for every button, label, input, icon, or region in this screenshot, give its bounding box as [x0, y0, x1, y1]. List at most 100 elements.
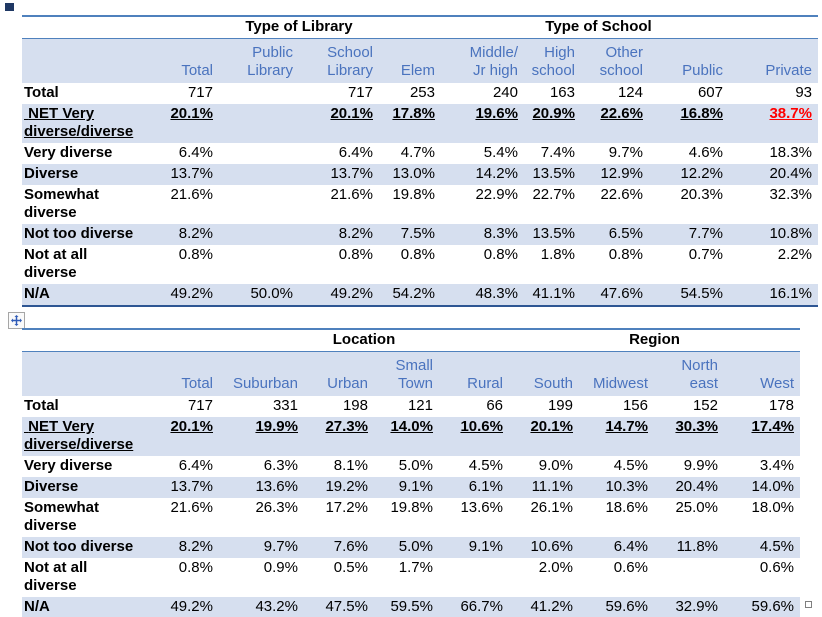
table-row: Not at all diverse 0.8% 0.8% 0.8% 0.8% 1.8% 0.…: [22, 245, 818, 284]
table-row: Not too diverse 8.2% 8.2% 7.5% 8.3% 13.5% 6.5%…: [22, 224, 818, 245]
value-cell: 9.9%: [683, 457, 718, 474]
value-cell: 124: [617, 84, 643, 101]
group-header-row: Type of Library Type of School: [22, 15, 818, 39]
group-header: Region: [509, 328, 801, 352]
value-cell: 47.5%: [304, 597, 374, 617]
value-cell: 25.0%: [675, 499, 718, 516]
value-cell: 0.8%: [178, 559, 213, 576]
column-header: Midwest: [579, 351, 654, 396]
value-cell: 12.9%: [600, 165, 643, 182]
column-header-row: Total Suburban Urban Small Town Rural South Mi…: [22, 351, 801, 396]
value-cell: 253: [409, 84, 435, 101]
value-cell: 14.7%: [605, 418, 648, 435]
value-cell: [219, 143, 299, 164]
group-header: [22, 328, 219, 352]
value-cell: 19.2%: [325, 478, 368, 495]
value-cell: 21.6%: [170, 186, 213, 203]
row-label: N/A: [22, 284, 150, 307]
value-cell: 0.9%: [263, 559, 298, 576]
value-cell: 93: [795, 84, 812, 101]
value-cell: 50.0%: [219, 284, 299, 307]
table-move-handle-icon[interactable]: [8, 312, 25, 329]
value-cell: 0.8%: [608, 246, 643, 263]
value-cell: 7.5%: [400, 225, 435, 242]
table-row: N/A 49.2% 43.2% 47.5% 59.5% 66.7% 41.2% 59.6% 32…: [22, 597, 801, 617]
column-header: South: [509, 351, 579, 396]
value-cell: 14.0%: [751, 478, 795, 495]
value-cell: 49.2%: [150, 284, 219, 307]
group-header: Location: [219, 328, 509, 352]
value-cell: 22.9%: [475, 186, 518, 203]
table-row: N/A 49.2% 50.0% 49.2% 54.2% 48.3% 41.1% 47.6% 54…: [22, 284, 818, 307]
corner-cell: [22, 351, 150, 396]
value-cell: 10.3%: [605, 478, 648, 495]
value-cell: 6.4%: [613, 538, 648, 555]
value-cell: 59.6%: [724, 597, 801, 617]
value-cell: [654, 558, 724, 597]
value-cell: 163: [549, 84, 575, 101]
value-cell: 9.0%: [538, 457, 573, 474]
row-label: Not at all diverse: [24, 559, 88, 594]
column-header: Elem: [379, 38, 441, 83]
row-label: Total: [24, 397, 59, 414]
value-cell: 13.7%: [330, 165, 373, 182]
value-cell: 6.3%: [263, 457, 298, 474]
value-cell: 198: [342, 397, 368, 414]
diversity-by-location-and-region-table: Location Region Total Suburban Urban Small To…: [22, 328, 801, 617]
value-cell: 17.2%: [325, 499, 368, 516]
value-cell: 0.8%: [483, 246, 518, 263]
value-cell: 18.0%: [751, 499, 795, 516]
value-cell: 21.6%: [330, 186, 373, 203]
column-header: High school: [524, 38, 581, 83]
value-cell: 14.2%: [475, 165, 518, 182]
value-cell: 20.1%: [170, 105, 213, 122]
value-cell: 16.1%: [729, 284, 818, 307]
value-cell: 2.2%: [777, 246, 812, 263]
column-header: Other school: [581, 38, 649, 83]
value-cell: 0.5%: [333, 559, 368, 576]
column-header: Public: [649, 38, 729, 83]
column-header: Rural: [439, 351, 509, 396]
value-cell: 22.6%: [600, 186, 643, 203]
value-cell: 121: [407, 397, 433, 414]
value-cell: 0.6%: [759, 559, 795, 576]
value-cell: 152: [692, 397, 718, 414]
group-header: [22, 15, 219, 39]
row-label: Somewhat diverse: [24, 186, 100, 221]
value-cell: 16.8%: [680, 105, 723, 122]
table-resize-handle[interactable]: [805, 601, 812, 608]
table-row: Not too diverse 8.2% 9.7% 7.6% 5.0% 9.1% 10.6%…: [22, 537, 801, 558]
value-cell: [439, 558, 509, 597]
value-cell: 607: [697, 84, 723, 101]
row-label: N/A: [22, 597, 150, 617]
value-cell: 19.9%: [255, 418, 298, 435]
value-cell: 156: [622, 397, 648, 414]
value-cell: 5.4%: [483, 144, 518, 161]
table-row: Somewhat diverse 21.6% 26.3% 17.2% 19.8% 13.6…: [22, 498, 800, 537]
value-cell: 20.9%: [532, 105, 575, 122]
group-header-row: Location Region: [22, 328, 801, 352]
move-cross-icon: [11, 315, 22, 326]
value-cell: 26.1%: [530, 499, 573, 516]
table-row: Very diverse 6.4% 6.3% 8.1% 5.0% 4.5% 9.0% 4.5%…: [22, 456, 800, 477]
value-cell: 13.6%: [255, 478, 298, 495]
value-cell: 4.5%: [468, 457, 503, 474]
row-label: Diverse: [24, 478, 79, 495]
column-header: Urban: [304, 351, 374, 396]
value-cell: 9.1%: [468, 538, 503, 555]
value-cell: 240: [492, 84, 518, 101]
column-header: Total: [150, 351, 219, 396]
value-cell: 0.8%: [178, 246, 213, 263]
value-cell: 20.4%: [675, 478, 718, 495]
group-header: Type of School: [379, 15, 818, 39]
table-row: Diverse 13.7% 13.7% 13.0% 14.2% 13.5% 12.9% 12.…: [22, 164, 818, 185]
value-cell: 717: [187, 84, 213, 101]
group-header: Type of Library: [219, 15, 379, 39]
row-label: NET Very diverse/diverse: [24, 418, 134, 453]
row-label: Very diverse: [24, 457, 113, 474]
value-cell: 18.6%: [605, 499, 648, 516]
value-cell: 8.2%: [338, 225, 373, 242]
row-label: Somewhat diverse: [24, 499, 100, 534]
value-cell: 5.0%: [398, 457, 433, 474]
